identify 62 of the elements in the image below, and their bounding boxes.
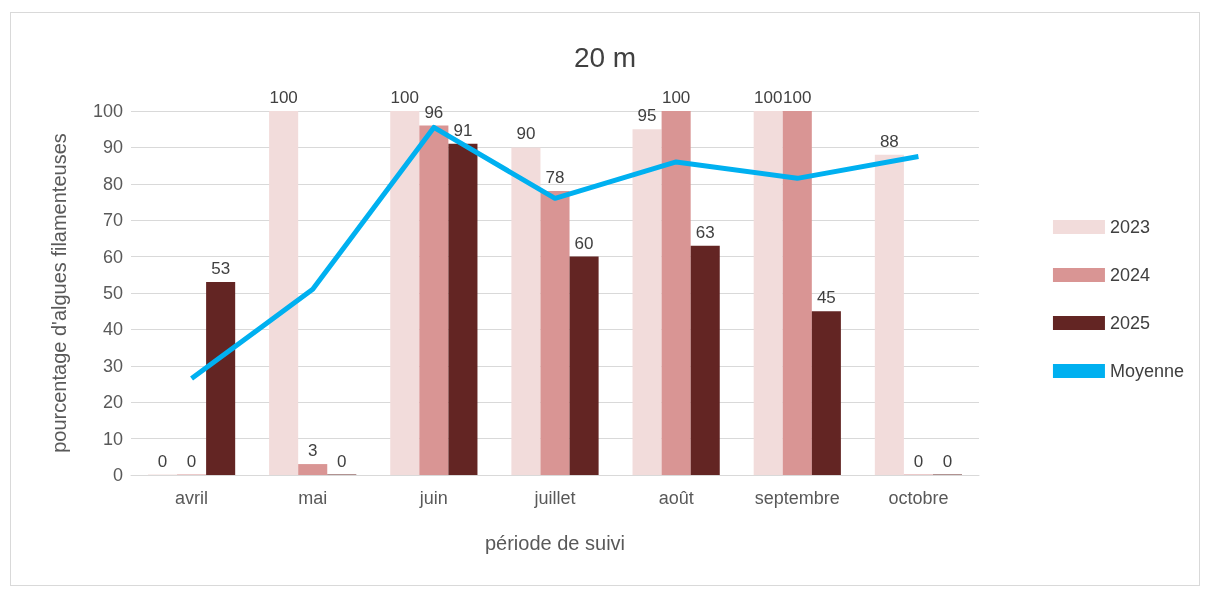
data-label: 96 bbox=[424, 102, 444, 122]
data-label: 3 bbox=[307, 441, 318, 461]
x-tick-label: octobre bbox=[888, 488, 949, 508]
y-tick-label: 100 bbox=[92, 101, 123, 121]
bar bbox=[753, 111, 783, 475]
data-label: 95 bbox=[637, 106, 657, 126]
data-label: 0 bbox=[157, 451, 168, 471]
legend-label: 2023 bbox=[1109, 217, 1150, 237]
data-label: 53 bbox=[211, 259, 231, 279]
x-axis-title: période de suivi bbox=[484, 532, 626, 554]
y-tick-label: 80 bbox=[102, 173, 123, 194]
bar bbox=[874, 154, 904, 475]
bar bbox=[540, 191, 570, 475]
x-tick-label: avril bbox=[175, 488, 209, 508]
data-label: 0 bbox=[913, 451, 924, 471]
data-label: 100 bbox=[269, 88, 298, 107]
data-label: 90 bbox=[516, 124, 536, 144]
y-tick-label: 90 bbox=[102, 137, 123, 158]
bar bbox=[298, 464, 328, 475]
data-label: 60 bbox=[574, 233, 594, 253]
x-tick-label: août bbox=[658, 488, 694, 508]
bar bbox=[782, 111, 812, 475]
y-tick-label: 40 bbox=[102, 319, 123, 340]
data-label: 88 bbox=[879, 131, 899, 151]
y-tick-label: 10 bbox=[102, 428, 123, 449]
data-label: 91 bbox=[453, 120, 473, 140]
x-tick-label: mai bbox=[298, 488, 328, 508]
data-label: 45 bbox=[816, 288, 836, 308]
chart-title: 20 m bbox=[573, 41, 637, 73]
y-tick-label: 60 bbox=[102, 246, 123, 267]
bar bbox=[206, 282, 236, 475]
x-tick-label: juin bbox=[418, 488, 448, 508]
data-label: 100 bbox=[390, 88, 419, 107]
legend-label: Moyenne bbox=[1109, 361, 1185, 381]
bar bbox=[269, 111, 299, 475]
data-label: 0 bbox=[186, 451, 197, 471]
data-label: 100 bbox=[783, 88, 812, 107]
data-label: 63 bbox=[695, 222, 715, 242]
legend-label: 2025 bbox=[1109, 313, 1150, 333]
data-label: 78 bbox=[545, 168, 565, 188]
x-tick-label: septembre bbox=[754, 488, 840, 508]
bar bbox=[569, 256, 599, 475]
y-tick-label: 50 bbox=[102, 283, 123, 303]
bar bbox=[448, 143, 478, 475]
data-label: 0 bbox=[337, 451, 347, 471]
legend-label: 2024 bbox=[1109, 265, 1150, 285]
y-tick-label: 70 bbox=[102, 210, 123, 231]
data-label: 100 bbox=[661, 88, 691, 107]
bar bbox=[390, 111, 420, 475]
bar bbox=[690, 245, 720, 475]
bar bbox=[419, 125, 449, 475]
y-tick-label: 30 bbox=[102, 355, 123, 376]
x-tick-label: juillet bbox=[533, 488, 576, 508]
data-label: 100 bbox=[754, 88, 783, 107]
bar bbox=[811, 311, 841, 475]
bar bbox=[511, 147, 541, 475]
bar bbox=[661, 111, 691, 475]
y-tick-label: 20 bbox=[102, 392, 123, 413]
y-tick-label: 0 bbox=[112, 465, 123, 485]
bar bbox=[632, 129, 662, 475]
y-axis-title: pourcentage d'algues filamenteuses bbox=[48, 133, 70, 453]
data-label: 0 bbox=[942, 451, 953, 471]
